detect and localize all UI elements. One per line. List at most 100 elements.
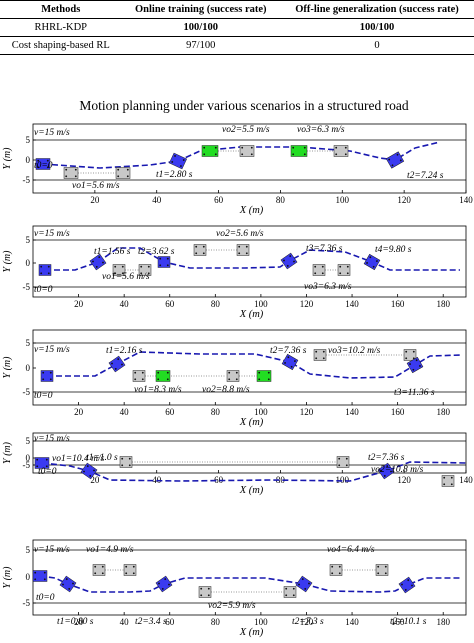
- vehicle-wheel: [292, 587, 295, 590]
- vehicle-wheel: [49, 371, 52, 374]
- x-tick-label: 40: [120, 407, 130, 417]
- vehicle-wheel: [344, 146, 347, 149]
- vehicle-wheel: [301, 578, 304, 581]
- vehicle-wheel: [200, 587, 203, 590]
- vehicle-wheel: [292, 153, 295, 156]
- annotation-label: vo2=10.8 m/s: [371, 465, 424, 475]
- vehicle-wheel: [290, 365, 293, 368]
- vehicle-wheel: [40, 265, 43, 268]
- vehicle-wheel: [214, 153, 217, 156]
- vehicle-wheel: [346, 265, 349, 268]
- obstacle-vehicle: [138, 264, 152, 276]
- obstacle-vehicle: [375, 564, 389, 576]
- vehicle-wheel: [335, 146, 338, 149]
- vehicle-wheel: [339, 265, 342, 268]
- annotation-label: t0=0: [36, 593, 55, 603]
- vehicle-wheel: [117, 175, 120, 178]
- vehicle-wheel: [121, 363, 123, 366]
- table-cell: Cost shaping-based RL: [0, 36, 122, 55]
- vehicle-wheel: [250, 153, 253, 156]
- annotation-label: vo1=10.4 m/s: [52, 454, 105, 464]
- vehicle-wheel: [117, 168, 120, 171]
- vehicle-wheel: [126, 175, 129, 178]
- ego-vehicle: [157, 256, 171, 268]
- vehicle-wheel: [283, 259, 285, 262]
- annotation-label: v=15 m/s: [34, 128, 70, 138]
- vehicle-wheel: [245, 245, 248, 248]
- vehicle-wheel: [121, 464, 124, 467]
- vehicle-wheel: [157, 378, 160, 381]
- x-tick-label: 140: [345, 407, 359, 417]
- x-tick-label: 160: [391, 407, 405, 417]
- vehicle-wheel: [241, 146, 244, 149]
- table-cell: RHRL-KDP: [0, 18, 122, 37]
- vehicle-wheel: [182, 159, 185, 161]
- x-tick-label: 100: [336, 195, 350, 205]
- vehicle-wheel: [207, 594, 210, 597]
- vehicle-wheel: [315, 350, 318, 353]
- ego-vehicle: [89, 253, 107, 271]
- active-obstacle-vehicle: [201, 145, 219, 157]
- ego-vehicle: [38, 264, 52, 276]
- vehicle-wheel: [338, 457, 341, 460]
- annotation-label: t2=7.24 s: [407, 171, 444, 181]
- vehicle-wheel: [314, 272, 317, 275]
- annotation-label: t0=0: [34, 285, 53, 295]
- obstacle-vehicle: [336, 456, 350, 468]
- vehicle-wheel: [322, 350, 325, 353]
- vehicle-wheel: [377, 565, 380, 568]
- vehicle-wheel: [114, 272, 117, 275]
- vehicle-wheel: [98, 256, 101, 259]
- vehicle-wheel: [407, 579, 410, 582]
- vehicle-wheel: [36, 458, 39, 461]
- vehicle-wheel: [166, 264, 169, 267]
- vehicle-wheel: [235, 378, 238, 381]
- vehicle-wheel: [74, 175, 77, 178]
- vehicle-wheel: [171, 161, 174, 163]
- vehicle-wheel: [46, 166, 49, 169]
- ego-vehicle: [34, 457, 50, 469]
- vehicle-wheel: [168, 583, 170, 586]
- vehicle-wheel: [132, 572, 135, 575]
- plot-frame: [32, 329, 467, 406]
- trajectory-panel: 5 0 -5 20 40 60 80 100 120 140 160 180 X (m) Y (m) v=1…: [2, 329, 467, 428]
- vehicle-wheel: [287, 356, 290, 359]
- x-tick-label: 60: [165, 299, 175, 309]
- vehicle-wheel: [92, 260, 94, 263]
- y-tick-label: 0: [26, 363, 31, 373]
- x-axis-label: X (m): [239, 627, 264, 638]
- vehicle-wheel: [159, 264, 162, 267]
- vehicle-wheel: [202, 252, 205, 255]
- annotation-label: t0=0: [38, 467, 57, 477]
- vehicle-wheel: [166, 257, 169, 260]
- obstacle-vehicle: [63, 167, 79, 179]
- vehicle-wheel: [94, 565, 97, 568]
- annotation-label: t3=7.36 s: [306, 244, 343, 254]
- vehicle-wheel: [284, 362, 286, 364]
- vehicle-wheel: [372, 265, 375, 268]
- vehicle-wheel: [140, 265, 143, 268]
- vehicle-wheel: [134, 378, 137, 381]
- annotation-label: t1=1.0 s: [86, 453, 118, 463]
- vehicle-wheel: [147, 265, 150, 268]
- x-tick-label: 120: [397, 475, 411, 485]
- vehicle-wheel: [101, 572, 104, 575]
- table-header-row: Methods Online training (success rate) O…: [0, 0, 474, 19]
- y-tick-label: -5: [23, 282, 31, 292]
- x-tick-label: 180: [436, 617, 450, 627]
- y-tick-label: 0: [26, 572, 31, 582]
- vehicle-wheel: [228, 371, 231, 374]
- vehicle-wheel: [366, 262, 368, 264]
- annotation-label: t1=1.56 s: [94, 247, 131, 257]
- x-tick-label: 120: [397, 195, 411, 205]
- vehicle-wheel: [380, 469, 382, 472]
- x-tick-label: 60: [165, 407, 175, 417]
- vehicle-wheel: [161, 587, 164, 590]
- vehicle-wheel: [114, 265, 117, 268]
- ego-vehicle: [385, 151, 405, 169]
- vehicle-wheel: [238, 252, 241, 255]
- vehicle-wheel: [345, 457, 348, 460]
- y-tick-label: -5: [23, 598, 31, 608]
- vehicle-wheel: [285, 587, 288, 590]
